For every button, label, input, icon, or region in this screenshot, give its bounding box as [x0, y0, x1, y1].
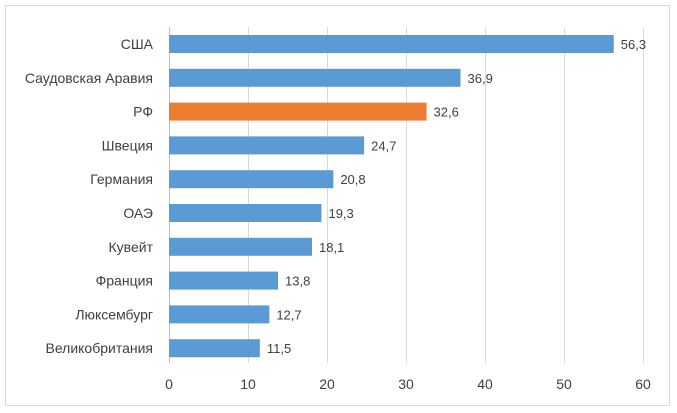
- bar: [169, 35, 614, 53]
- category-label: Великобритания: [45, 340, 153, 356]
- bar: [169, 237, 312, 256]
- x-tick-label: 60: [635, 376, 651, 392]
- category-label: Германия: [90, 171, 153, 187]
- bar: [169, 102, 427, 121]
- data-label: 56,3: [621, 37, 646, 52]
- data-label: 11,5: [267, 341, 291, 356]
- bar: [169, 305, 270, 324]
- category-label: ОАЭ: [123, 205, 153, 221]
- category-label: США: [121, 36, 154, 52]
- x-tick-label: 20: [319, 376, 335, 392]
- category-label: Саудовская Аравия: [25, 70, 153, 86]
- x-tick-label: 40: [477, 376, 493, 392]
- category-label: РФ: [133, 104, 153, 120]
- data-label: 19,3: [328, 206, 353, 221]
- data-label: 36,9: [468, 71, 493, 86]
- data-label: 13,8: [285, 274, 310, 289]
- x-tick-label: 30: [398, 376, 414, 392]
- bars: [169, 35, 614, 358]
- value-labels: 56,3 36,9 32,6 24,7 20,8 19,3 18,1 13,8 12,7 11,5: [267, 37, 646, 356]
- bar: [169, 204, 322, 222]
- category-labels: США Саудовская Аравия РФ Швеция Германия ОАЭ К…: [25, 36, 154, 356]
- data-label: 12,7: [276, 307, 301, 322]
- category-label: Швеция: [102, 137, 153, 153]
- x-tick-label: 0: [165, 376, 173, 392]
- category-label: Люксембург: [75, 306, 153, 322]
- data-label: 20,8: [340, 172, 365, 187]
- data-label: 32,6: [434, 105, 459, 120]
- bar: [169, 136, 365, 155]
- bar: [169, 271, 279, 290]
- bar: [169, 170, 334, 189]
- category-label: Кувейт: [109, 239, 154, 255]
- data-label: 18,1: [319, 240, 344, 255]
- bar: [169, 339, 260, 358]
- bar: [169, 68, 461, 87]
- category-label: Франция: [96, 273, 153, 289]
- x-axis-ticks: 0 10 20 30 40 50 60: [165, 376, 651, 392]
- data-label: 24,7: [371, 138, 396, 153]
- x-tick-label: 10: [240, 376, 256, 392]
- x-tick-label: 50: [556, 376, 572, 392]
